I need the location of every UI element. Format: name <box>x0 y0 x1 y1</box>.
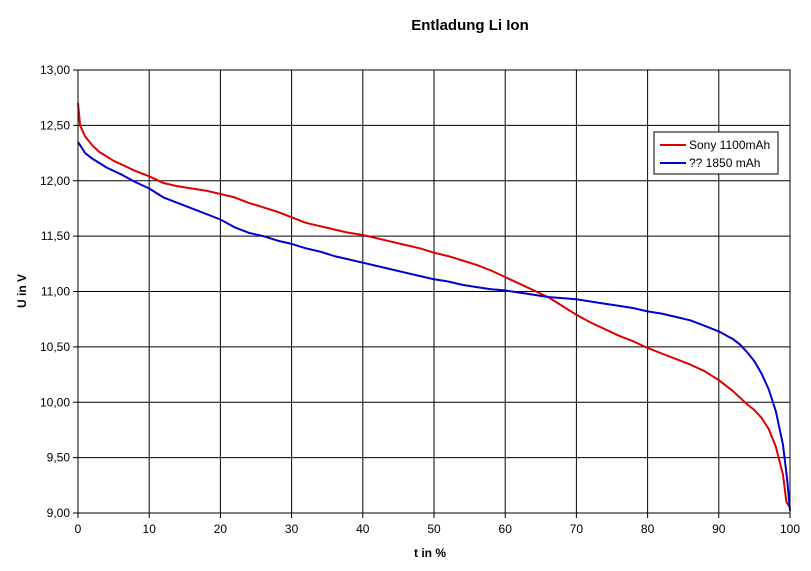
x-axis-label: t in % <box>414 546 446 560</box>
series-line-sony <box>77 103 791 509</box>
y-tick-label: 10,00 <box>40 395 70 409</box>
y-tick-label: 9,50 <box>47 451 71 465</box>
x-axis-ticks: 0 10 20 30 40 50 60 70 80 90 100 <box>75 513 800 536</box>
y-tick-label: 11,00 <box>41 285 70 299</box>
y-tick-label: 13,00 <box>40 63 70 77</box>
y-tick-label: 10,50 <box>40 340 70 354</box>
legend: Sony 1100mAh ?? 1850 mAh <box>653 131 779 175</box>
x-tick-label: 20 <box>214 522 228 536</box>
plot-border <box>77 69 791 514</box>
y-axis-label: U in V <box>15 274 29 308</box>
y-tick-label: 11,50 <box>41 229 70 243</box>
y-tick-label: 12,00 <box>40 174 70 188</box>
x-tick-label: 0 <box>75 522 82 536</box>
y-tick-label: 12,50 <box>40 118 70 132</box>
series-layer <box>77 103 791 511</box>
x-tick-label: 80 <box>641 522 655 536</box>
chart-title: Entladung Li Ion <box>411 17 528 34</box>
legend-label-sony: Sony 1100mAh <box>689 138 770 152</box>
gridlines <box>77 69 791 514</box>
x-tick-label: 50 <box>427 522 441 536</box>
x-tick-label: 30 <box>285 522 299 536</box>
x-tick-label: 100 <box>780 522 800 536</box>
legend-label-unknown: ?? 1850 mAh <box>689 156 760 170</box>
x-tick-label: 70 <box>570 522 584 536</box>
series-line-unknown <box>77 141 791 511</box>
y-tick-label: 9,00 <box>47 506 71 520</box>
x-tick-label: 10 <box>143 522 157 536</box>
x-tick-label: 90 <box>712 522 726 536</box>
legend-box <box>653 131 779 175</box>
y-axis-ticks: 9,00 9,50 10,00 10,50 11,00 11,50 12,00 12,50 13… <box>40 63 78 520</box>
x-tick-label: 60 <box>499 522 513 536</box>
x-tick-label: 40 <box>356 522 370 536</box>
